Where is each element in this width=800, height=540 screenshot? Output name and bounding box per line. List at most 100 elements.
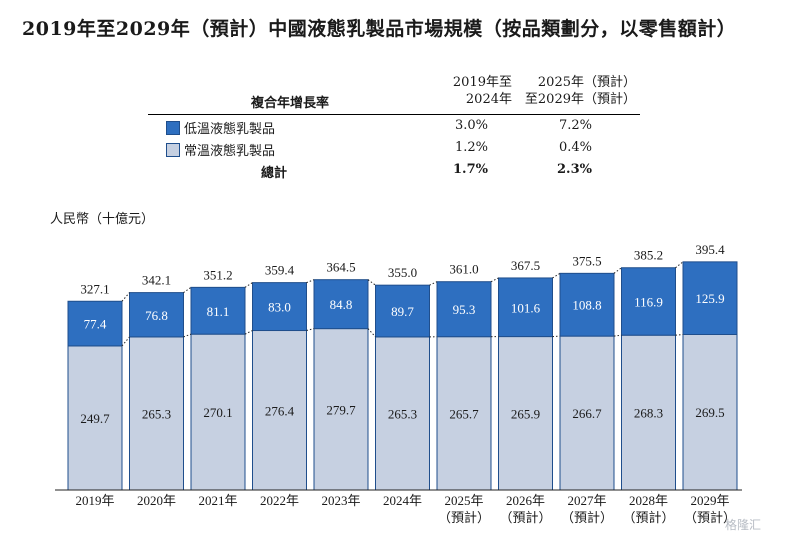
bar-chilled [436,281,492,338]
x-tick-label: （預計） [684,510,736,525]
data-label-ambient: 265.7 [449,406,479,421]
connector-total [675,261,684,269]
data-label-chilled: 84.8 [330,297,353,312]
x-tick-label: 2022年 [260,493,299,508]
data-label-chilled: 81.1 [207,304,230,319]
cagr-chilled-hist: 3.0% [454,118,488,133]
chart-title: 2019年至2029年（預計）中國液態乳製品市場規模（按品類劃分，以零售額計） [22,18,737,40]
bar-chilled [375,284,430,338]
cagr-ambient-hist: 1.2% [454,140,488,155]
x-tick-label: 2021年 [198,493,237,508]
bar-chilled [252,282,307,332]
cagr-total-forecast: 2.3% [557,162,592,177]
cagr-col2-line1: 2025年（預計） [537,75,636,90]
bar-chilled [682,261,738,335]
cagr-row-ambient: 常溫液態乳製品 1.2% 0.4% [148,137,640,159]
data-label-total: 361.0 [449,262,478,277]
connector-total [429,281,438,286]
data-label-chilled: 101.6 [511,300,541,315]
data-label-ambient: 268.3 [634,406,663,421]
cagr-total-label: 總計 [261,166,288,181]
cagr-header: 複合年增長率 2019年至 2024年 2025年（預計） 至2029年（預計） [148,70,640,115]
bar-ambient [67,345,123,491]
bar-chilled [190,286,246,335]
cagr-col1-line2: 2024年 [465,92,512,107]
data-label-total: 359.4 [265,263,295,278]
connector-total [183,286,192,294]
connector-total [306,279,315,284]
connector-total [121,292,130,302]
data-label-ambient: 269.5 [695,405,724,420]
cagr-col2-line2: 至2029年（預計） [524,92,636,107]
cagr-row-total: 總計 1.7% 2.3% [148,159,640,181]
x-tick-label: 2028年 [629,493,668,508]
connector-total [244,282,253,288]
connector-ambient [367,328,376,338]
bar-ambient [313,328,369,491]
bar-ambient [252,330,307,491]
bar-ambient [498,336,553,491]
bar-ambient [190,333,246,491]
x-tick-label: 2027年 [567,493,606,508]
bar-ambient [375,336,430,491]
legend-label-chilled: 低溫液態乳製品 [184,122,276,137]
legend-swatch-ambient [166,143,180,157]
data-label-chilled: 108.8 [572,298,601,313]
data-label-ambient: 265.9 [511,406,540,421]
cagr-ambient-forecast: 0.4% [558,140,592,155]
bar-chilled [313,279,369,330]
x-tick-label: 2029年 [690,493,729,508]
cagr-row-chilled: 低溫液態乳製品 3.0% 7.2% [148,115,640,137]
connector-ambient [613,334,622,337]
connector-ambient [183,333,192,338]
data-label-total: 375.5 [572,253,601,268]
x-tick-label: 2025年 [444,493,483,508]
data-label-chilled: 77.4 [84,317,107,332]
connector-ambient [244,330,253,335]
connector-total [613,267,622,274]
data-label-chilled: 83.0 [268,300,291,315]
legend-label-ambient: 常溫液態乳製品 [184,144,276,159]
legend-swatch-chilled [166,121,180,135]
data-label-ambient: 265.3 [388,406,417,421]
connector-ambient [121,336,130,347]
connector-total [367,279,376,286]
cagr-header-label: 複合年增長率 [251,96,330,111]
x-tick-label: （預計） [438,510,490,525]
data-label-ambient: 279.7 [326,402,356,417]
data-label-ambient: 266.7 [572,406,602,421]
data-label-total: 385.2 [634,248,663,263]
x-tick-label: 2026年 [506,493,545,508]
data-label-total: 351.2 [203,267,232,282]
bar-chilled [67,300,123,347]
unit-label: 人民幣（十億元） [50,212,155,227]
bar-chilled [129,292,184,338]
data-label-total: 355.0 [388,265,417,280]
cagr-col1-header: 2019年至 2024年 [434,74,512,108]
watermark-logo: 格隆汇 [725,518,762,532]
cagr-total-hist: 1.7% [453,162,488,177]
cagr-col1-line1: 2019年至 [452,75,512,90]
data-label-ambient: 265.3 [142,406,171,421]
x-tick-label: （預計） [499,510,551,525]
data-label-chilled: 76.8 [145,308,168,323]
data-label-chilled: 89.7 [391,304,414,319]
data-label-ambient: 270.1 [203,405,232,420]
data-label-total: 395.4 [695,242,725,257]
data-label-chilled: 125.9 [695,291,724,306]
data-label-ambient: 276.4 [265,403,295,418]
connector-total [490,277,499,283]
data-label-total: 367.5 [511,258,540,273]
data-label-total: 327.1 [80,281,109,296]
data-label-chilled: 116.9 [634,294,663,309]
data-label-ambient: 249.7 [80,411,110,426]
connector-total [552,272,561,279]
bar-chilled [621,267,676,336]
x-tick-label: 2023年 [321,493,360,508]
cagr-col2-header: 2025年（預計） 至2029年（預計） [506,74,636,108]
x-tick-label: （預計） [561,510,613,525]
x-tick-label: 2019年 [75,493,114,508]
bar-chilled [559,272,615,337]
bar-ambient [436,336,492,491]
